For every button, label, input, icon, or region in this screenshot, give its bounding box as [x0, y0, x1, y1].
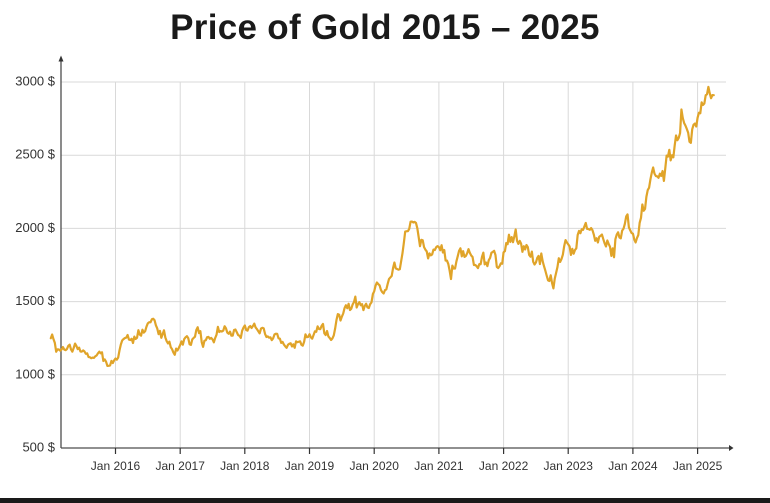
svg-text:Jan 2018: Jan 2018: [220, 459, 270, 473]
svg-text:Jan 2025: Jan 2025: [673, 459, 723, 473]
svg-text:2000 $: 2000 $: [15, 220, 56, 235]
svg-text:Jan 2017: Jan 2017: [156, 459, 206, 473]
svg-text:Jan 2016: Jan 2016: [91, 459, 141, 473]
svg-text:Jan 2022: Jan 2022: [479, 459, 529, 473]
svg-text:1500 $: 1500 $: [15, 293, 56, 308]
svg-text:2500 $: 2500 $: [15, 147, 56, 162]
svg-text:Jan 2019: Jan 2019: [285, 459, 335, 473]
svg-text:Jan 2023: Jan 2023: [544, 459, 594, 473]
svg-text:Jan 2021: Jan 2021: [414, 459, 464, 473]
svg-text:Jan 2020: Jan 2020: [350, 459, 400, 473]
svg-text:3000 $: 3000 $: [15, 74, 56, 89]
svg-text:1000 $: 1000 $: [15, 366, 56, 381]
svg-text:500 $: 500 $: [22, 440, 55, 455]
svg-text:Jan 2024: Jan 2024: [608, 459, 658, 473]
